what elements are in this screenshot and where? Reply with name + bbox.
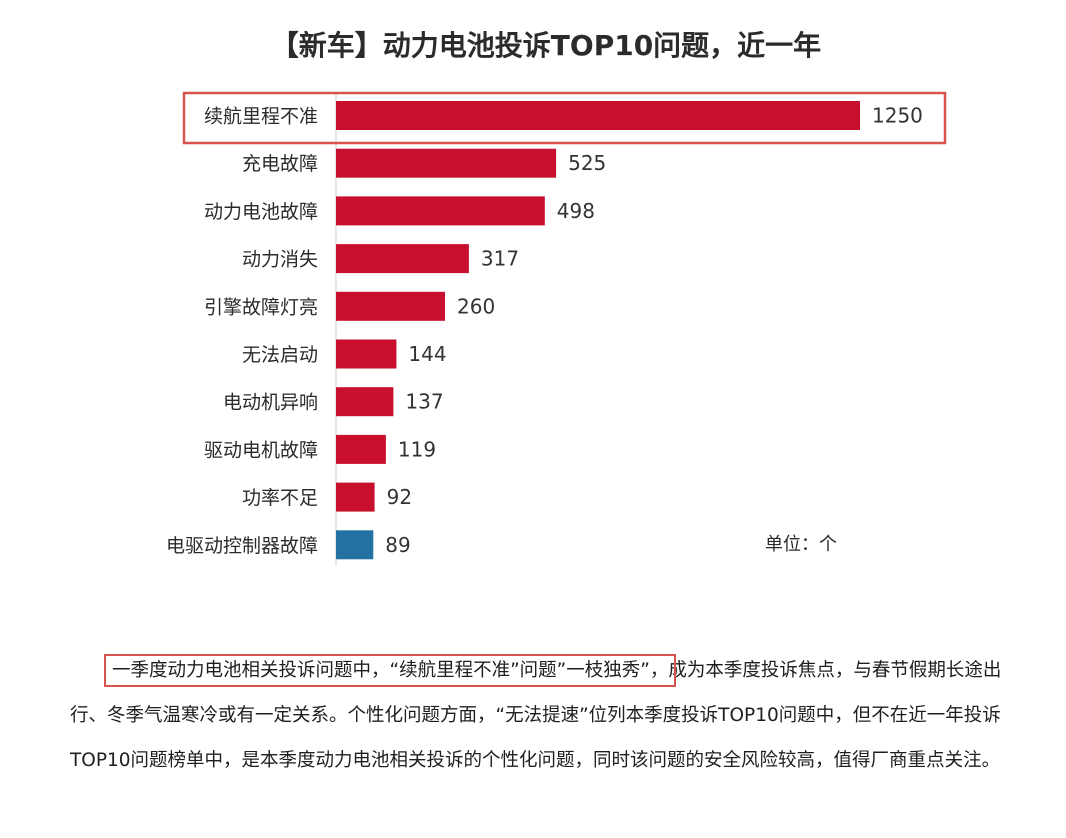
category-label: 动力电池故障 [204,201,318,223]
value-label: 1250 [872,104,923,128]
category-label: 电驱动控制器故障 [166,535,318,557]
value-label: 92 [387,485,412,509]
chart-title: 【新车】动力电池投诉TOP10问题，近一年 [271,29,821,62]
value-label: 317 [481,247,519,271]
category-label: 充电故障 [242,153,318,175]
paragraph-highlighted-sentence: 一季度动力电池相关投诉问题中，“续航里程不准”问题”一枝独秀”， [112,660,669,681]
value-label: 89 [385,533,410,557]
category-label: 驱动电机故障 [204,439,318,461]
bar [336,196,545,226]
bar [336,530,374,560]
bar [336,434,386,464]
category-label: 续航里程不准 [204,106,318,128]
value-label: 137 [405,390,443,414]
value-label: 498 [557,199,595,223]
bar [336,148,557,178]
bar-chart: 【新车】动力电池投诉TOP10问题，近一年 续航里程不准 1250 充电故障 525 动… [166,29,947,566]
category-label: 电动机异响 [223,392,318,414]
category-label: 功率不足 [242,487,318,509]
bar [336,482,375,512]
category-label: 无法启动 [242,344,318,366]
bar [336,339,397,369]
bar [336,387,394,417]
bar [336,291,445,321]
value-label: 260 [457,294,495,318]
bar [336,101,860,130]
value-label: 119 [398,437,436,461]
value-label: 144 [408,342,446,366]
description-paragraph: 一季度动力电池相关投诉问题中，“续航里程不准”问题”一枝独秀”，成为本季度投诉焦… [70,648,1010,783]
bars-group: 续航里程不准 1250 充电故障 525 动力电池故障 498 动力消失 317 引擎故障灯亮 2… [166,101,923,560]
category-label: 动力消失 [242,249,318,271]
highlight-box-top-category [182,91,947,145]
unit-label: 单位：个 [765,534,837,555]
category-label: 引擎故障灯亮 [204,296,318,318]
value-label: 525 [568,151,606,175]
paragraph-body-text: 成为本季度投诉焦点，与春节假期长途出行、冬季气温寒冷或有一定关系。个性化问题方面… [70,660,1002,771]
bar [336,244,469,274]
